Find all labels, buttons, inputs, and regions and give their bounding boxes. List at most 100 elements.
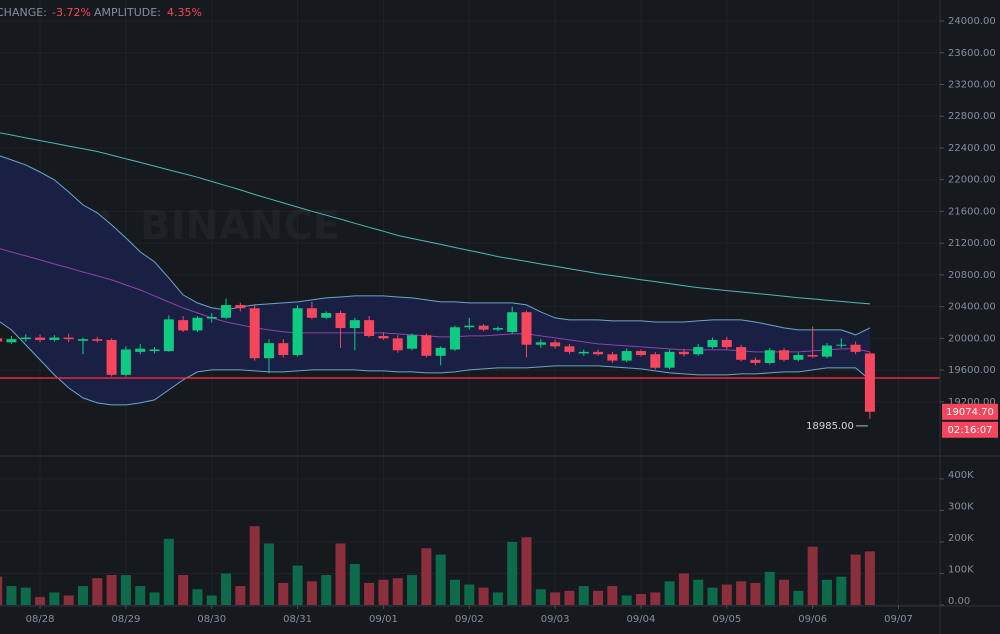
candle-body xyxy=(263,343,274,359)
candle-body xyxy=(306,308,317,318)
candle-body xyxy=(35,337,46,340)
volume-bar xyxy=(178,575,189,605)
countdown-box xyxy=(942,421,998,438)
volume-tick-label: 200K xyxy=(948,533,974,544)
volume-bar xyxy=(378,579,389,605)
y-tick-label: 23600.00 xyxy=(948,48,996,59)
volume-bar xyxy=(693,579,704,605)
candle-body xyxy=(707,339,718,348)
volume-bar xyxy=(206,595,217,605)
candle-body xyxy=(564,346,575,352)
candle-body xyxy=(0,338,3,342)
volume-bar xyxy=(607,586,618,605)
candle-body xyxy=(292,308,303,356)
candle-body xyxy=(664,351,675,368)
candle-body xyxy=(850,344,861,352)
volume-bar xyxy=(478,587,489,605)
volume-tick-label: 300K xyxy=(948,501,974,512)
volume-bar xyxy=(864,551,875,605)
volume-bar xyxy=(49,592,60,605)
volume-bar xyxy=(821,579,832,605)
candle-body xyxy=(149,349,160,352)
volume-bar xyxy=(292,565,303,605)
candle-body xyxy=(63,337,74,340)
candle-body xyxy=(721,339,732,348)
volume-bar xyxy=(163,538,174,605)
y-tick-label: 22000.00 xyxy=(948,175,996,186)
volume-bar xyxy=(335,543,346,605)
volume-bar xyxy=(621,595,632,605)
volume-bar xyxy=(535,589,546,605)
y-tick-label: 24000.00 xyxy=(948,16,996,27)
band-fill xyxy=(0,155,870,405)
candle-body xyxy=(836,344,847,346)
indicator-line xyxy=(0,155,871,336)
x-tick-label: 08/31 xyxy=(283,614,312,625)
volume-bar xyxy=(278,582,289,605)
volume-tick-label: 0.00 xyxy=(948,596,970,607)
volume-bar xyxy=(63,595,74,605)
candle-body xyxy=(507,312,518,333)
candle-body xyxy=(392,338,403,351)
low-label: 18985.00 xyxy=(806,421,854,432)
volume-bar xyxy=(750,582,761,605)
volume-bar xyxy=(707,587,718,605)
candle-body xyxy=(206,316,217,319)
y-tick-label: 22800.00 xyxy=(948,111,996,122)
indicator-line xyxy=(0,248,871,353)
amplitude-label: AMPLITUDE: xyxy=(94,6,161,19)
candle-body xyxy=(221,305,232,318)
volume-bar xyxy=(764,571,775,605)
y-tick-label: 19600.00 xyxy=(948,365,996,376)
candle-body xyxy=(521,312,532,345)
indicator-line xyxy=(0,321,871,406)
candle-body xyxy=(578,351,589,354)
candle-body xyxy=(335,312,346,329)
y-tick-label: 20800.00 xyxy=(948,270,996,281)
candle-body xyxy=(178,320,189,331)
volume-bar xyxy=(0,576,3,605)
volume-bar xyxy=(249,526,260,605)
candle-body xyxy=(163,319,174,352)
candle-body xyxy=(278,343,289,356)
candle-body xyxy=(750,359,761,363)
candle-body xyxy=(49,337,60,340)
candle-body xyxy=(535,342,546,345)
y-tick-label: 21600.00 xyxy=(948,206,996,217)
candle-body xyxy=(120,349,131,375)
volume-bar xyxy=(321,575,332,605)
candle-body xyxy=(464,325,475,328)
candle-body xyxy=(779,350,790,360)
y-tick-label: 20400.00 xyxy=(948,302,996,313)
volume-bar xyxy=(564,590,575,605)
volume-bar xyxy=(721,584,732,605)
candle-body xyxy=(421,335,432,356)
candle-body xyxy=(492,328,503,330)
candle-body xyxy=(192,317,203,331)
candle-body xyxy=(407,335,418,349)
volume-bar xyxy=(492,592,503,605)
volume-bar xyxy=(464,584,475,605)
volume-bar xyxy=(392,578,403,605)
volume-bar xyxy=(92,578,103,605)
volume-bar xyxy=(635,593,646,605)
candle-body xyxy=(364,320,375,336)
candle-body xyxy=(135,348,146,352)
candle-body xyxy=(235,305,246,309)
candle-body xyxy=(693,347,704,355)
x-tick-label: 08/28 xyxy=(26,614,55,625)
candle-body xyxy=(378,335,389,339)
y-tick-label: 23200.00 xyxy=(948,79,996,90)
volume-bar xyxy=(850,554,861,605)
volume-bar xyxy=(120,575,131,605)
candle-body xyxy=(321,312,332,318)
candle-body xyxy=(736,347,747,360)
candle-body xyxy=(106,339,117,375)
x-tick-label: 09/02 xyxy=(455,614,484,625)
x-tick-label: 08/30 xyxy=(197,614,226,625)
volume-bar xyxy=(421,548,432,605)
candle-body xyxy=(92,339,103,341)
candle-body xyxy=(20,337,31,340)
y-tick-label: 20000.00 xyxy=(948,333,996,344)
